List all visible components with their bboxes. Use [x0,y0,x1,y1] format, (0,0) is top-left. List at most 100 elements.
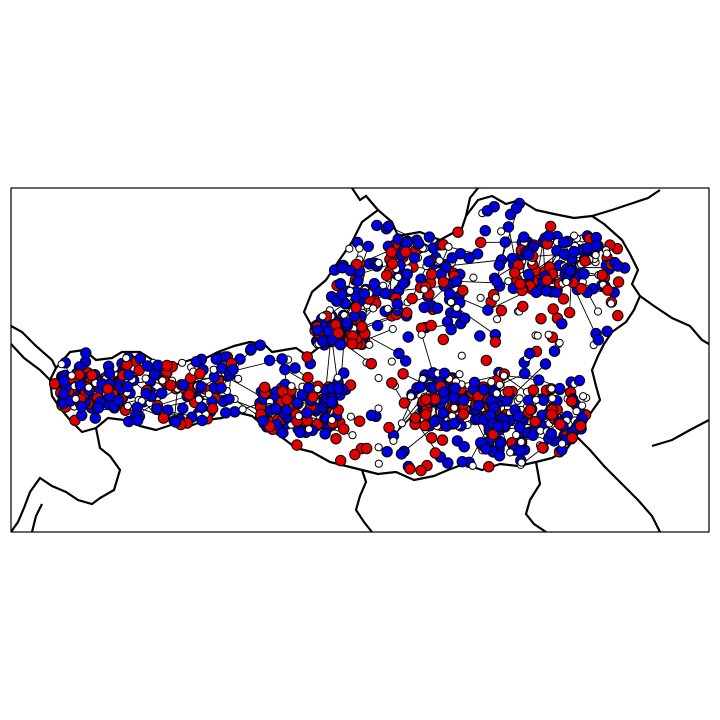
blue-marker [590,239,602,251]
red-marker [397,368,409,380]
blue-marker [429,415,441,427]
blue-marker [303,382,315,394]
blue-marker [276,427,289,439]
white-marker [607,299,616,308]
white-marker [512,430,521,440]
white-marker [389,436,398,445]
blue-marker [291,397,303,409]
blue-marker [294,426,306,439]
white-marker [446,298,456,307]
white-marker [495,380,504,389]
red-marker [419,419,431,432]
white-marker [287,382,296,391]
blue-marker [301,407,313,419]
blue-marker [352,275,364,287]
red-marker [457,408,470,420]
red-marker [361,442,373,455]
blue-marker [156,387,168,399]
blue-marker [592,334,604,346]
red-marker [480,354,492,367]
red-marker [602,284,614,296]
blue-marker [495,437,507,449]
red-marker [565,395,578,407]
red-marker [157,412,170,424]
blue-marker [481,205,494,217]
red-marker [437,333,449,346]
blue-marker [502,221,515,233]
white-marker [374,443,383,452]
white-marker [383,304,392,313]
blue-marker [456,456,468,468]
white-marker [531,395,541,404]
white-marker [491,293,500,302]
blue-marker [151,402,163,415]
white-marker [533,331,542,340]
blue-marker [132,414,144,427]
white-marker [558,439,567,448]
red-marker [409,412,422,424]
blue-marker [524,347,536,360]
blue-marker [263,354,276,367]
white-marker [123,402,132,411]
red-marker [349,448,361,461]
white-marker [71,394,80,403]
blue-marker [276,353,288,365]
blue-marker [391,298,403,310]
blue-marker [196,401,208,414]
blue-marker [195,381,207,393]
red-marker [547,303,559,315]
red-marker [457,284,469,297]
white-marker [318,312,327,321]
red-marker [415,464,427,477]
blue-marker [216,362,228,374]
blue-marker [518,231,530,243]
white-marker [517,437,526,447]
blue-marker [423,255,435,268]
blue-marker [289,362,301,374]
red-marker [383,421,395,434]
blue-marker [548,345,561,357]
blue-marker [444,288,456,300]
blue-marker [112,394,125,407]
map-canvas [11,188,709,532]
blue-marker [215,382,227,394]
red-marker [86,369,98,381]
blue-marker [196,414,208,427]
white-marker [406,392,415,401]
blue-marker [362,240,374,253]
red-marker [517,300,529,313]
red-marker [386,258,399,270]
blue-marker [140,387,152,400]
red-marker [102,383,114,395]
red-marker [557,293,570,305]
red-marker [544,220,557,233]
border-germany-switzerland-west [11,325,57,369]
blue-marker [141,360,154,372]
white-marker [455,370,464,379]
blue-marker [344,264,357,277]
blue-marker [368,278,381,290]
red-marker [161,359,173,372]
border-germany-czech-north [351,188,379,211]
blue-marker [382,220,395,233]
blue-marker [468,376,481,389]
red-marker [420,408,432,421]
white-marker [355,244,364,253]
blue-marker [177,402,189,415]
blue-marker [448,417,460,430]
white-marker [602,249,611,258]
red-marker [554,418,566,430]
blue-marker [438,386,450,398]
white-marker [374,258,383,267]
blue-marker [492,420,504,432]
white-marker [562,277,571,287]
white-marker [67,371,76,380]
red-marker [483,461,495,473]
blue-marker [400,355,412,367]
blue-marker [554,382,566,395]
blue-marker [514,421,526,434]
white-marker [578,401,587,410]
border-coast-south-west [30,503,43,532]
blue-marker [573,374,586,387]
blue-marker [103,367,116,379]
